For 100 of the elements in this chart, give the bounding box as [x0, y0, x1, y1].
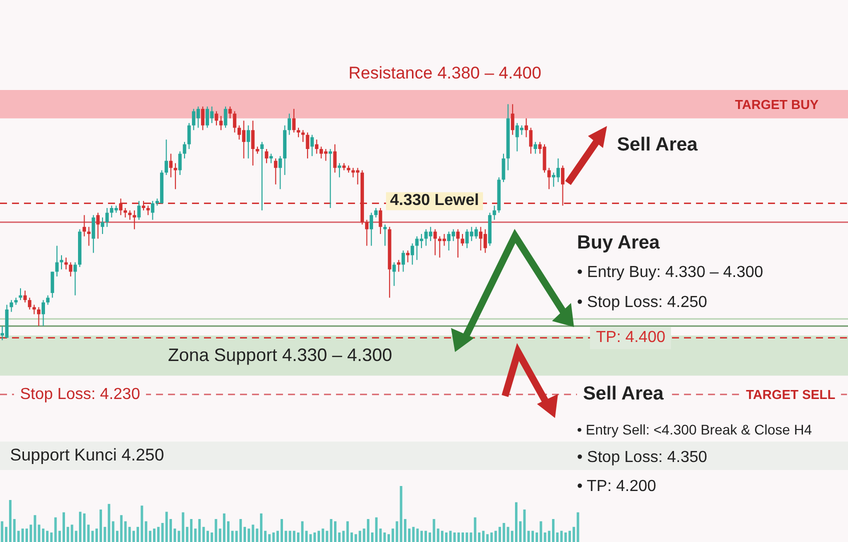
candlestick: [73, 262, 77, 296]
bar: [466, 532, 468, 542]
candlestick: [228, 106, 232, 119]
bar: [38, 524, 40, 542]
bar: [239, 519, 242, 542]
bar: [396, 521, 398, 542]
bar: [440, 530, 444, 542]
bar: [420, 530, 423, 542]
candlestick: [556, 158, 560, 183]
candlestick: [10, 300, 14, 312]
bar: [301, 521, 304, 542]
candlestick: [82, 214, 86, 237]
text: Buy Area: [577, 232, 660, 254]
candlestick: [246, 124, 250, 159]
bar: [462, 532, 464, 542]
candlestick: [529, 127, 533, 154]
bar: [490, 532, 493, 542]
bar: [313, 532, 316, 542]
candlestick: [201, 106, 204, 131]
bar: [358, 530, 362, 542]
candlestick: [460, 233, 464, 246]
bar: [564, 532, 567, 542]
bar: [498, 526, 502, 542]
bar: [523, 510, 526, 542]
text: Stop Loss: 4.230: [14, 384, 146, 406]
candlestick: [264, 148, 268, 164]
bar: [334, 521, 336, 542]
bar: [576, 512, 580, 542]
bar: [272, 532, 275, 542]
bar: [182, 512, 184, 542]
candlestick: [415, 236, 419, 260]
bar: [453, 532, 456, 542]
bar: [412, 526, 415, 542]
candlestick: [288, 113, 292, 136]
text: • Entry Buy: 4.330 – 4.300: [577, 264, 764, 282]
bar: [322, 528, 324, 542]
bar: [354, 534, 358, 542]
candlestick: [296, 127, 300, 138]
bar: [202, 526, 205, 542]
bar: [50, 532, 53, 542]
text: Sell Area: [617, 134, 698, 156]
bar: [568, 530, 571, 542]
bar: [54, 517, 57, 542]
bar: [112, 521, 114, 542]
bar: [366, 519, 370, 542]
bar: [206, 530, 209, 542]
bar: [161, 522, 164, 542]
candlestick: [206, 106, 210, 128]
text: TARGET SELL: [740, 386, 842, 404]
bar: [383, 532, 386, 542]
candlestick: [23, 290, 27, 303]
candlestick: [338, 162, 342, 178]
bar: [432, 519, 436, 542]
bar: [482, 530, 485, 542]
candlestick: [370, 212, 374, 246]
candlestick: [333, 144, 337, 174]
bar: [457, 532, 460, 542]
bar: [268, 534, 271, 542]
candlestick: [55, 245, 59, 277]
bar: [552, 519, 554, 542]
band-label: Zona Support 4.330 – 4.300: [168, 344, 392, 366]
candlestick: [278, 156, 282, 190]
bar: [120, 515, 123, 542]
candlestick: [433, 228, 437, 256]
candlestick: [46, 294, 50, 306]
bar: [42, 528, 44, 542]
bar: [375, 517, 378, 542]
bar: [531, 530, 534, 542]
text: • Entry Sell: <4.300 Break & Close H4: [577, 421, 812, 438]
bar: [346, 521, 349, 542]
bar: [165, 512, 168, 542]
candlestick: [150, 200, 154, 220]
bar: [260, 513, 262, 542]
bar: [424, 530, 427, 542]
candlestick: [269, 153, 273, 164]
bar: [248, 528, 250, 542]
bar: [178, 530, 180, 542]
bar: [292, 530, 296, 542]
bar: [128, 526, 131, 542]
bar: [449, 530, 452, 542]
bar: [416, 528, 419, 542]
candlestick: [92, 214, 96, 254]
band-label: Resistance 4.380 – 4.400: [348, 64, 542, 84]
text: • Stop Loss: 4.250: [577, 294, 708, 312]
bar: [252, 524, 254, 542]
candlestick: [196, 106, 200, 128]
candlestick: [492, 205, 496, 220]
annotation: 4.330 Lewel: [386, 192, 483, 210]
candlestick: [474, 226, 478, 240]
bar: [21, 528, 24, 542]
bar: [83, 513, 86, 542]
bar: [474, 517, 476, 542]
bar: [222, 513, 226, 542]
candlestick: [456, 228, 460, 258]
candlestick: [128, 210, 132, 220]
bar: [214, 519, 218, 542]
candlestick: [105, 208, 109, 228]
candlestick: [534, 141, 538, 154]
bar: [400, 486, 402, 542]
candlestick: [274, 158, 278, 185]
